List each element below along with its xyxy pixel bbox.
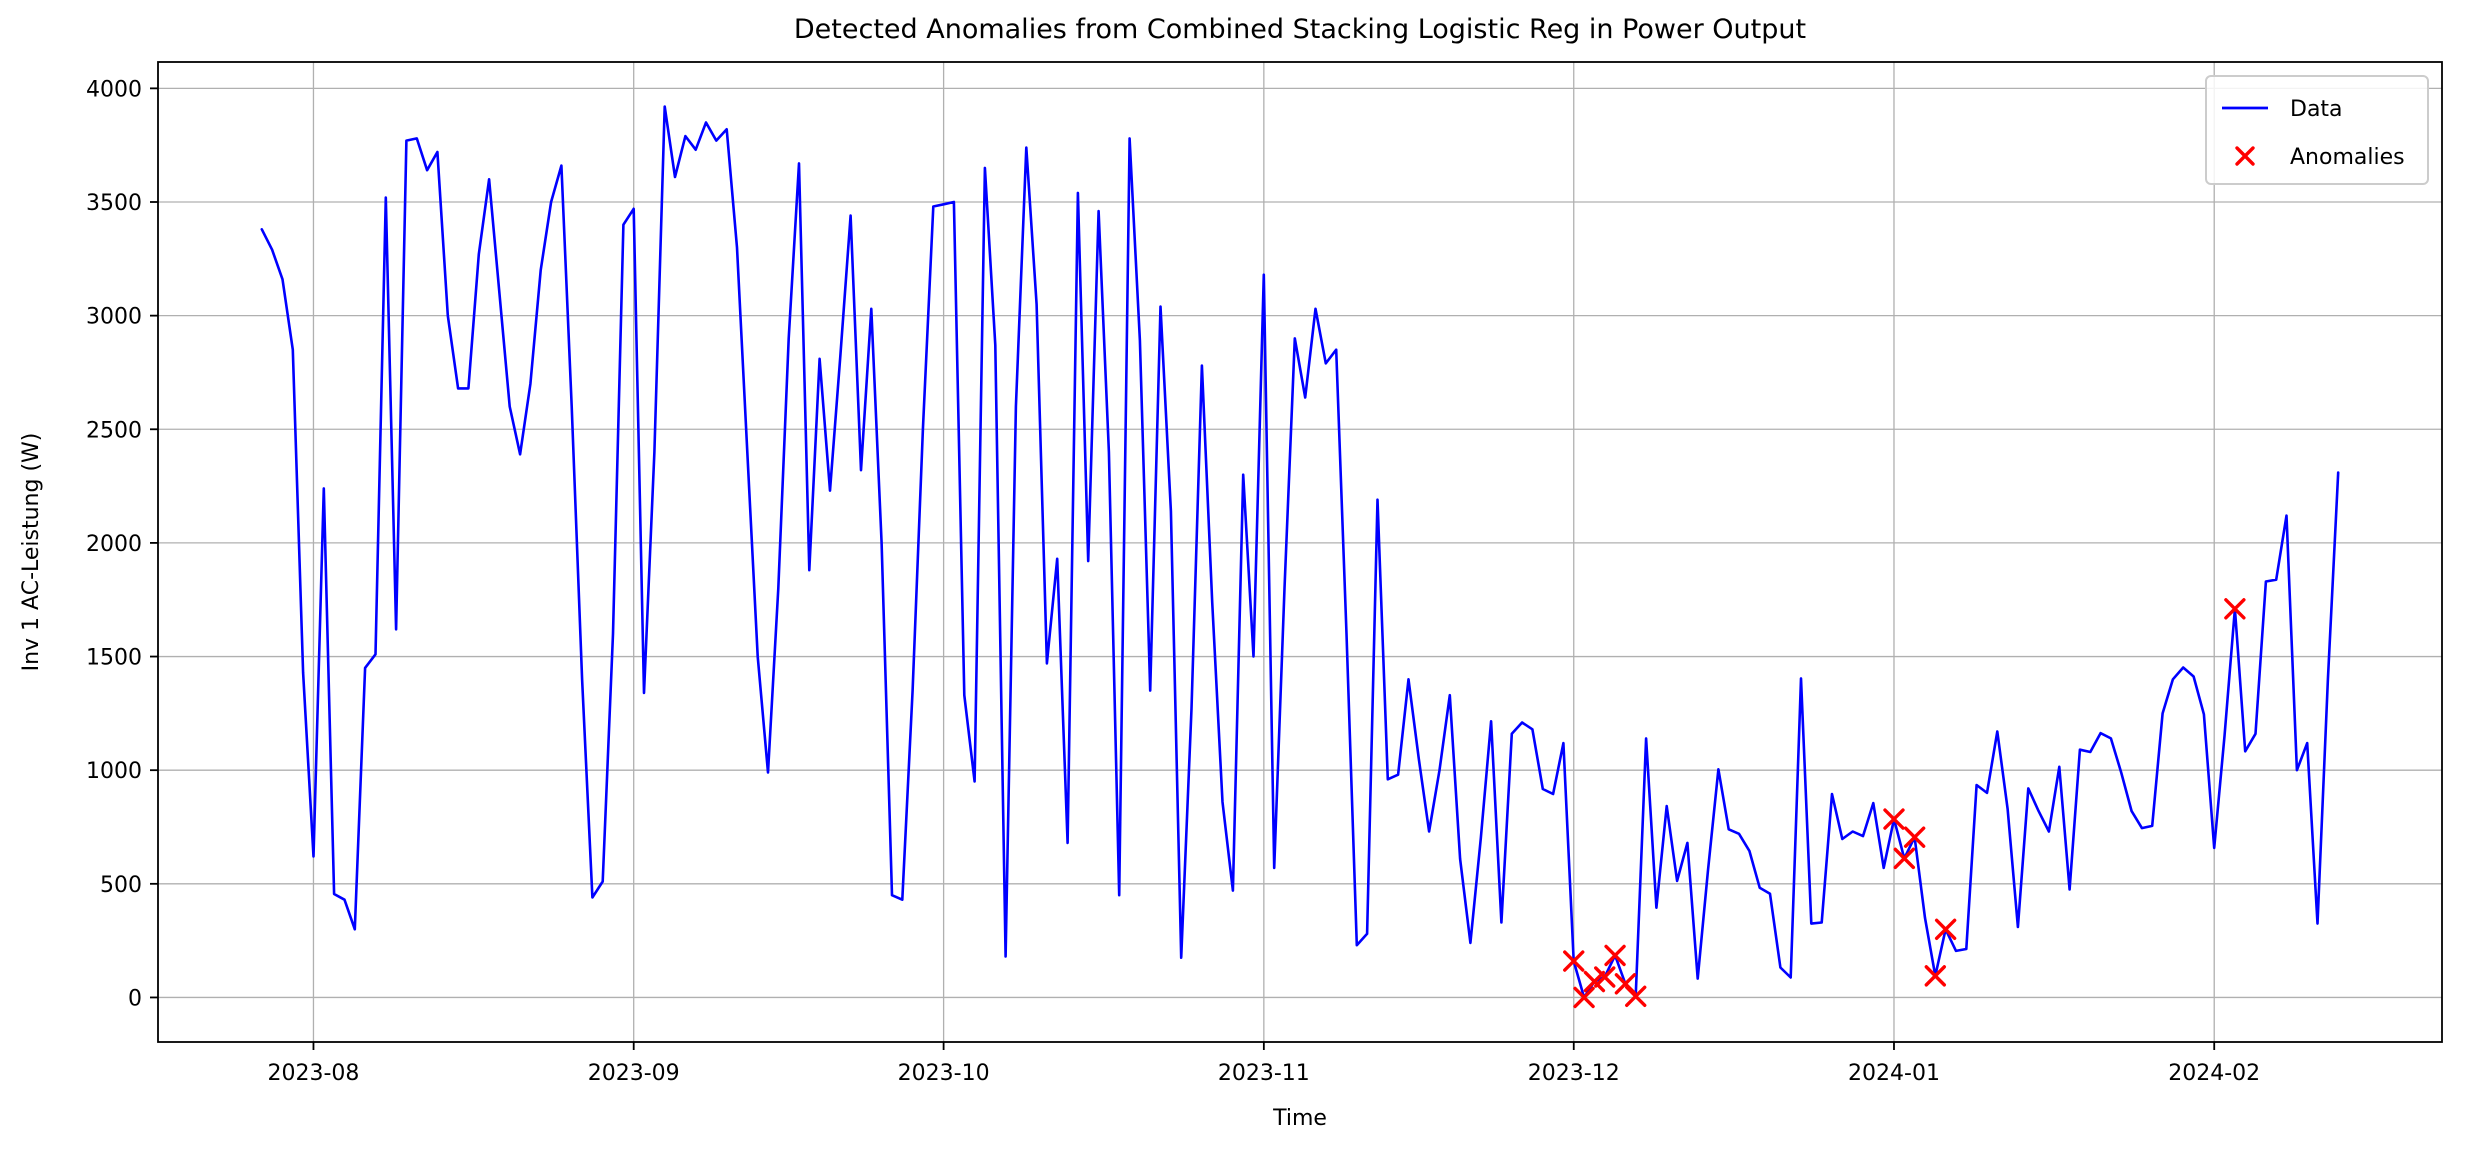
y-tick-label: 500 <box>100 873 142 898</box>
x-tick-label: 2024-01 <box>1848 1061 1940 1086</box>
y-tick-label: 1500 <box>86 646 142 671</box>
data-line <box>260 105 2340 999</box>
y-tick-label: 4000 <box>86 77 142 102</box>
y-tick-label: 3500 <box>86 191 142 216</box>
anomaly-marker <box>1883 808 1905 830</box>
x-tick-label: 2023-12 <box>1528 1061 1620 1086</box>
anomaly-marker <box>1563 950 1585 972</box>
anomaly-marker <box>1625 985 1647 1008</box>
anomaly-marker <box>2224 598 2246 620</box>
anomaly-marker <box>1583 970 1606 993</box>
x-tick-label: 2023-10 <box>898 1061 990 1086</box>
y-tick-label: 2000 <box>86 532 142 557</box>
anomaly-marker <box>1934 918 1957 940</box>
anomaly-marker <box>1594 966 1616 988</box>
y-tick-label: 2500 <box>86 418 142 443</box>
x-tick-label: 2023-09 <box>588 1061 680 1086</box>
legend-x-marker-icon <box>2235 146 2255 166</box>
legend-box <box>2205 75 2429 185</box>
y-tick-label: 0 <box>128 986 142 1011</box>
anomaly-marker <box>1604 944 1626 967</box>
legend-label-anomalies: Anomalies <box>2290 145 2405 170</box>
x-tick-label: 2023-11 <box>1218 1061 1310 1086</box>
anomaly-marker <box>1903 826 1926 848</box>
y-axis-label: Inv 1 AC-Leistung (W) <box>19 433 44 672</box>
anomaly-marker <box>1573 986 1595 1009</box>
x-tick-label: 2023-08 <box>268 1061 360 1086</box>
y-tick-label: 1000 <box>86 759 142 784</box>
anomaly-marker <box>1924 965 1947 987</box>
y-tick-label: 3000 <box>86 305 142 330</box>
chart-title: Detected Anomalies from Combined Stackin… <box>793 14 1807 45</box>
anomaly-marker <box>1893 847 1916 870</box>
x-tick-label: 2024-02 <box>2168 1061 2260 1086</box>
x-axis-label: Time <box>1272 1106 1327 1131</box>
legend-label-data: Data <box>2290 97 2343 122</box>
plot-border <box>157 61 2443 1043</box>
